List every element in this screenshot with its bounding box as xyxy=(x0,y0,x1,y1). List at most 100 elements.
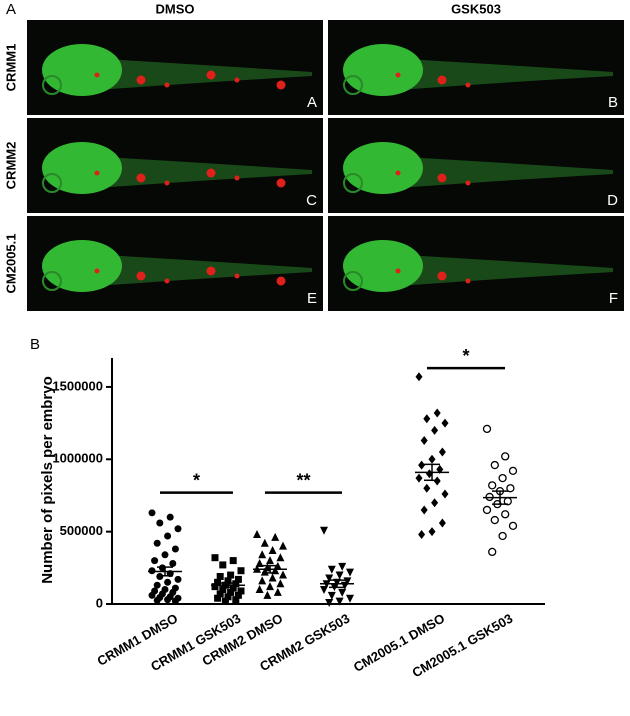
data-point xyxy=(237,567,245,575)
data-point xyxy=(418,460,426,470)
row-label: CRMM2 xyxy=(3,142,18,190)
image-label: C xyxy=(306,192,317,209)
data-point xyxy=(171,597,179,605)
tumour-cells xyxy=(136,173,146,183)
tumour-cells xyxy=(136,271,146,281)
data-point xyxy=(174,525,182,533)
data-point xyxy=(276,553,285,562)
data-point xyxy=(425,469,433,479)
data-point xyxy=(151,557,159,565)
data-point xyxy=(438,447,446,457)
data-point xyxy=(153,596,161,604)
tumour-cells xyxy=(395,170,401,176)
data-point xyxy=(260,567,269,576)
embryo-eye xyxy=(343,271,363,291)
data-point xyxy=(279,541,287,550)
tumour-cells xyxy=(94,268,100,274)
tumour-cells xyxy=(437,75,447,85)
data-point xyxy=(266,582,274,591)
embryo-eye xyxy=(42,75,62,95)
data-point xyxy=(441,418,449,428)
data-point xyxy=(148,509,156,517)
data-point xyxy=(164,596,172,604)
data-point xyxy=(340,581,349,590)
data-point xyxy=(156,519,164,527)
data-point xyxy=(161,551,169,559)
data-point xyxy=(273,587,282,596)
data-point xyxy=(263,590,272,599)
tumour-cells xyxy=(234,175,240,181)
data-point xyxy=(338,588,347,597)
data-point xyxy=(255,585,264,594)
image-label: E xyxy=(307,290,317,307)
data-point xyxy=(258,576,267,585)
panel-label: A xyxy=(6,1,16,18)
tumour-cells xyxy=(276,80,286,90)
data-point xyxy=(234,575,242,583)
embryo-eye xyxy=(343,173,363,193)
data-point xyxy=(214,578,222,586)
data-point xyxy=(153,581,161,589)
data-point xyxy=(490,515,499,525)
row-label: CM2005.1 xyxy=(3,234,18,294)
data-point xyxy=(219,561,227,569)
data-point xyxy=(224,593,232,601)
column-header: GSK503 xyxy=(451,1,501,16)
embryo-head xyxy=(343,142,423,194)
data-point xyxy=(335,571,344,580)
data-point xyxy=(166,513,174,521)
significance-label: * xyxy=(193,470,200,490)
embryo-head xyxy=(42,142,122,194)
embryo-eye xyxy=(343,75,363,95)
data-point xyxy=(232,596,240,604)
data-point xyxy=(420,505,428,515)
data-point xyxy=(346,594,354,603)
data-point xyxy=(211,554,219,562)
data-point xyxy=(148,591,156,599)
data-point xyxy=(164,578,172,586)
data-point xyxy=(216,573,224,581)
data-point xyxy=(227,571,235,579)
data-point xyxy=(271,532,280,541)
data-point xyxy=(428,454,436,464)
data-point xyxy=(501,510,510,519)
y-axis-label: Number of pixels per embryo xyxy=(39,376,56,584)
tumour-cells xyxy=(276,178,286,188)
data-point xyxy=(214,594,222,602)
data-point xyxy=(266,556,274,565)
data-point xyxy=(508,466,518,476)
data-point xyxy=(490,460,499,470)
data-point xyxy=(482,505,492,515)
tumour-cells xyxy=(437,271,447,281)
data-point xyxy=(237,587,245,595)
tumour-cells xyxy=(437,173,447,183)
data-point xyxy=(276,579,285,588)
data-point xyxy=(431,498,439,508)
image-label: B xyxy=(608,94,618,111)
embryo-head xyxy=(343,240,423,292)
data-point xyxy=(346,568,354,577)
data-point xyxy=(482,424,492,434)
tumour-cells xyxy=(395,268,401,274)
column-header: DMSO xyxy=(156,1,195,16)
data-point xyxy=(219,586,227,594)
data-point xyxy=(431,425,439,435)
data-point xyxy=(433,408,441,418)
data-point xyxy=(234,591,242,599)
data-point xyxy=(325,574,334,583)
data-point xyxy=(420,435,428,445)
image-label: F xyxy=(609,290,618,307)
data-point xyxy=(260,538,269,547)
tumour-cells xyxy=(395,72,401,78)
data-point xyxy=(255,558,264,567)
y-tick-label: 500000 xyxy=(60,523,103,538)
data-point xyxy=(415,473,423,483)
tumour-cells xyxy=(206,168,216,178)
data-point xyxy=(224,577,232,585)
significance-label: ** xyxy=(296,470,310,490)
data-point xyxy=(438,518,446,528)
row-label: CRMM1 xyxy=(3,44,18,92)
tumour-cells xyxy=(465,82,471,88)
tumour-cells xyxy=(234,273,240,279)
